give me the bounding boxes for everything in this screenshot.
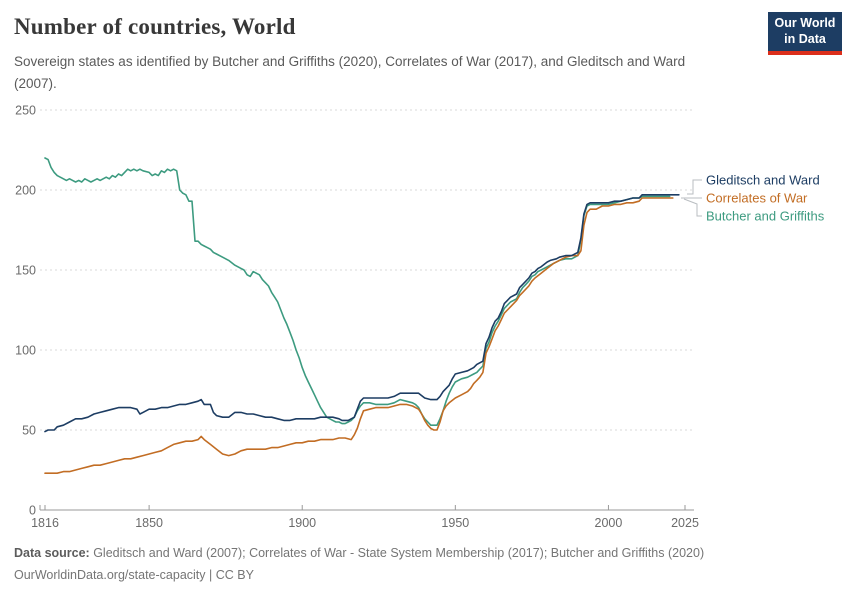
y-tick-label: 200	[15, 184, 36, 198]
chart-footer: Data source: Gleditsch and Ward (2007); …	[14, 543, 704, 587]
x-tick-label: 2000	[595, 516, 623, 530]
chart-subtitle: Sovereign states as identified by Butche…	[14, 54, 686, 91]
y-tick-label: 250	[15, 104, 36, 118]
legend-connector-lines	[681, 179, 702, 217]
x-tick-label: 2025	[671, 516, 699, 530]
data-series-lines	[44, 157, 680, 475]
legend-connector	[683, 198, 702, 217]
owid-logo-text: Our World in Data	[774, 15, 836, 46]
y-tick-label: 0	[29, 504, 36, 518]
x-tick-label: 1850	[135, 516, 163, 530]
y-tick-label: 100	[15, 344, 36, 358]
x-tick-label: 1816	[31, 516, 59, 530]
x-tick-label: 1950	[441, 516, 469, 530]
series-line-gleditsch-and-ward[interactable]	[44, 194, 680, 433]
url-license-line: OurWorldinData.org/state-capacity | CC B…	[14, 567, 254, 582]
legend-label-correlates-of-war[interactable]: Correlates of War	[706, 191, 808, 206]
legend-label-butcher-and-griffiths[interactable]: Butcher and Griffiths	[706, 209, 825, 224]
legend-label-gleditsch-and-ward[interactable]: Gleditsch and Ward	[706, 173, 820, 188]
data-source-text: Gleditsch and Ward (2007); Correlates of…	[89, 546, 705, 560]
owid-logo[interactable]: Our World in Data	[768, 12, 842, 55]
y-tick-label: 150	[15, 264, 36, 278]
axis-tick-labels: 0 50 100 150 200 250 1816 1850 1900 1950 2000 2025	[15, 104, 699, 531]
x-axis	[39, 505, 686, 510]
series-line-butcher-and-griffiths[interactable]	[44, 157, 671, 427]
legend-connector	[687, 179, 702, 195]
line-legend: Gleditsch and Ward Correlates of War Butch…	[706, 173, 825, 224]
page-title: Number of countries, World	[14, 14, 296, 39]
series-line-correlates-of-war[interactable]	[44, 197, 674, 475]
y-tick-label: 50	[22, 424, 36, 438]
data-source-line: Data source: Gleditsch and Ward (2007); …	[14, 543, 704, 565]
x-tick-label: 1900	[288, 516, 316, 530]
data-source-label: Data source:	[14, 546, 90, 560]
